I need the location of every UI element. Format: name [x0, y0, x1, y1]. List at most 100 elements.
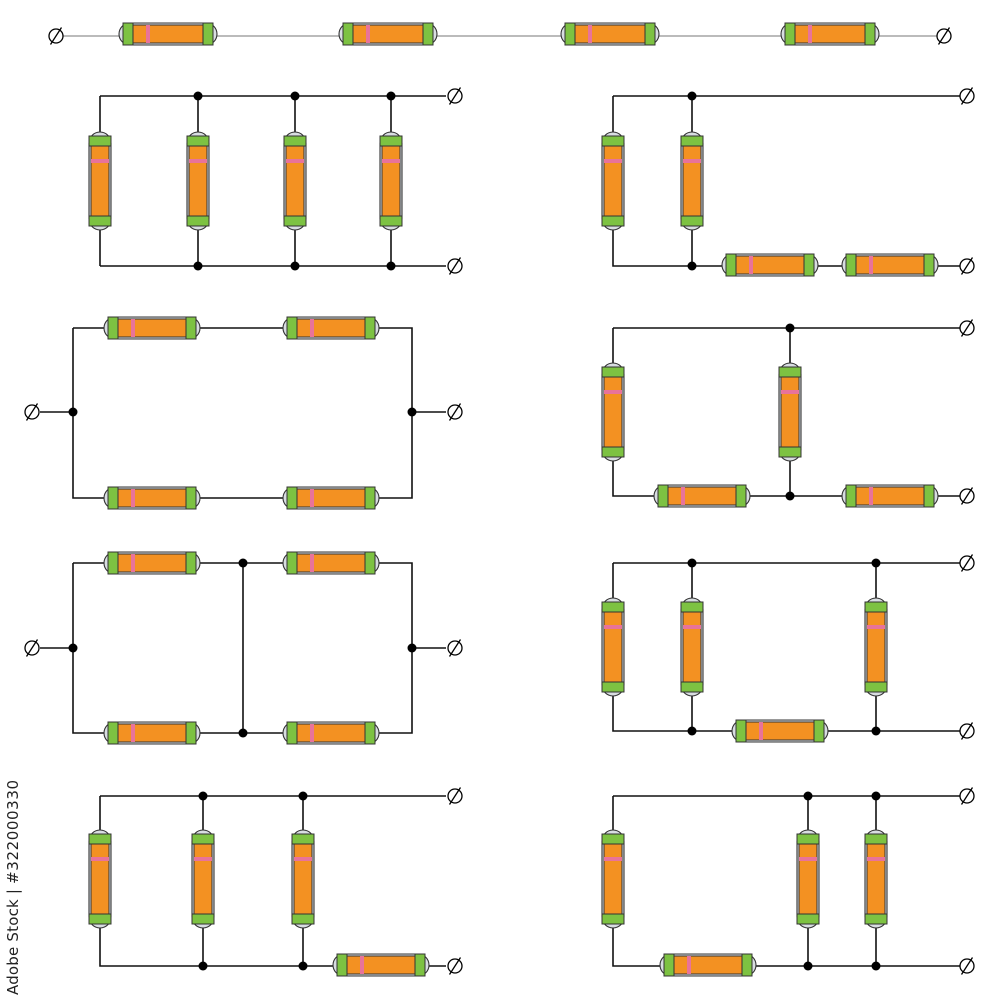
resistor-body	[603, 843, 623, 915]
resistor-end-band	[422, 22, 434, 46]
resistor-end-band	[185, 551, 197, 575]
resistor-color-band	[869, 487, 873, 505]
resistor-end-band	[778, 446, 802, 458]
resistor-color-band	[91, 159, 109, 163]
terminal-icon	[48, 27, 64, 45]
resistor-color-band	[604, 159, 622, 163]
terminal-icon	[447, 257, 463, 275]
resistor-end-band	[644, 22, 656, 46]
resistor-end-band	[680, 215, 704, 227]
terminal-slash	[960, 722, 974, 740]
resistor-end-band	[414, 953, 426, 977]
resistor-end-band	[283, 215, 307, 227]
resistor-end-band	[663, 953, 675, 977]
resistor-body	[296, 723, 366, 743]
watermark-brand: Adobe Stock	[4, 899, 22, 995]
terminal-icon	[447, 403, 463, 421]
junction-dot	[298, 791, 308, 801]
resistor	[88, 131, 112, 231]
resistor-body	[117, 318, 187, 338]
resistor-end-band	[185, 316, 197, 340]
watermark-separator: |	[4, 888, 22, 895]
wire	[72, 327, 413, 499]
terminal-icon	[447, 639, 463, 657]
resistor-body	[574, 24, 646, 44]
resistor	[864, 829, 888, 929]
resistor-color-band	[683, 159, 701, 163]
resistor-end-band	[601, 446, 625, 458]
resistor-end-band	[735, 484, 747, 508]
resistor-color-band	[310, 489, 314, 507]
wire	[612, 796, 960, 967]
terminal-icon	[24, 639, 40, 657]
resistor-end-band	[601, 601, 625, 613]
terminal-icon	[447, 957, 463, 975]
resistor	[864, 597, 888, 697]
junction-dot	[785, 323, 795, 333]
resistor-end-band	[784, 22, 796, 46]
resistor-end-band	[601, 913, 625, 925]
terminal-slash	[960, 257, 974, 275]
resistor-end-band	[202, 22, 214, 46]
resistor-end-band	[107, 316, 119, 340]
resistor-body	[296, 318, 366, 338]
resistor-color-band	[382, 159, 400, 163]
resistor-body	[90, 843, 110, 915]
resistor-end-band	[186, 135, 210, 147]
resistor-end-band	[864, 601, 888, 613]
resistor-color-band	[360, 956, 364, 974]
resistor	[291, 829, 315, 929]
junction-dot	[407, 407, 417, 417]
resistor	[653, 484, 751, 508]
terminal-icon	[447, 87, 463, 105]
resistor-end-band	[864, 681, 888, 693]
resistor-end-band	[88, 913, 112, 925]
resistor-end-band	[283, 135, 307, 147]
resistor-end-band	[564, 22, 576, 46]
resistor-color-band	[131, 724, 135, 742]
resistor-body	[866, 843, 886, 915]
watermark-id: #322000330	[4, 779, 22, 884]
resistor-end-band	[657, 484, 669, 508]
resistor-end-band	[601, 833, 625, 845]
resistor-color-band	[131, 489, 135, 507]
resistor-end-band	[364, 721, 376, 745]
resistor	[338, 22, 438, 46]
resistor-end-band	[845, 484, 857, 508]
resistor-end-band	[796, 833, 820, 845]
resistor-end-band	[601, 215, 625, 227]
resistor-body	[117, 723, 187, 743]
resistor-color-band	[867, 857, 885, 861]
terminal-slash	[448, 403, 462, 421]
resistor-end-band	[379, 135, 403, 147]
junction-dot	[785, 491, 795, 501]
resistor-body	[188, 145, 208, 217]
resistor	[103, 316, 201, 340]
junction-dot	[290, 261, 300, 271]
resistor-end-band	[107, 551, 119, 575]
resistor-body	[603, 145, 623, 217]
resistor-body	[193, 843, 213, 915]
terminal-slash	[960, 87, 974, 105]
resistor-end-band	[923, 253, 935, 277]
resistor-end-band	[364, 316, 376, 340]
resistor-body	[285, 145, 305, 217]
resistor-body	[117, 488, 187, 508]
junction-dot	[68, 643, 78, 653]
junction-dot	[238, 558, 248, 568]
resistor	[88, 829, 112, 929]
resistor-color-band	[867, 625, 885, 629]
wire	[99, 796, 446, 967]
terminal-slash	[448, 639, 462, 657]
resistor-color-band	[366, 25, 370, 43]
resistor-color-band	[146, 25, 150, 43]
terminal-slash	[960, 487, 974, 505]
resistor-end-band	[291, 913, 315, 925]
wire	[612, 563, 960, 732]
resistor-end-band	[88, 833, 112, 845]
resistor-body	[682, 145, 702, 217]
terminal-icon	[447, 787, 463, 805]
resistor-end-band	[107, 486, 119, 510]
terminal-slash	[937, 27, 951, 45]
